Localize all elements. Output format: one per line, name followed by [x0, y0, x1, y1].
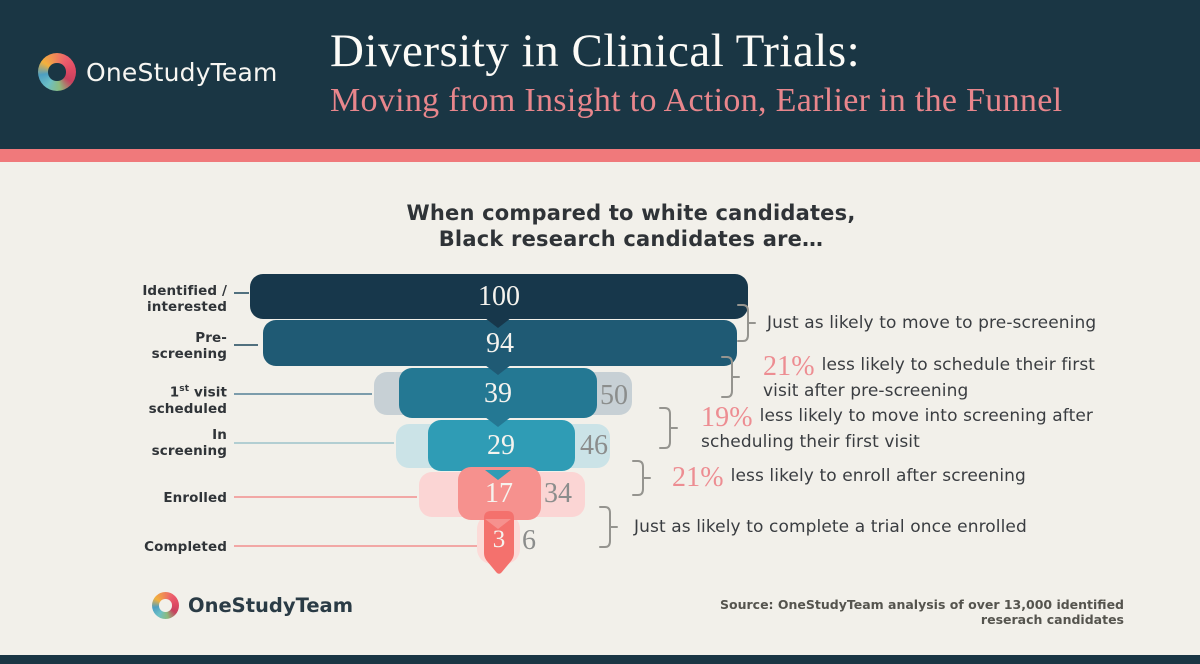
- brace-icon: [599, 506, 618, 548]
- stage-label-identified: Identified / interested: [142, 283, 227, 315]
- value-enrolled-black: 17: [485, 478, 513, 509]
- down-arrow-icon: [485, 470, 511, 480]
- value-first-visit-white: 50: [600, 380, 628, 411]
- page-title: Diversity in Clinical Trials:: [330, 25, 861, 77]
- accent-divider: [0, 149, 1200, 162]
- bottom-divider: [0, 655, 1200, 664]
- brace-icon: [737, 304, 756, 342]
- stage-label-completed: Completed: [144, 539, 227, 555]
- stage-label-first-visit: 1st visit scheduled: [148, 384, 227, 417]
- black-bar-in-screening: [428, 420, 575, 471]
- annotation-enrolled: 21% less likely to enroll after screening: [632, 459, 1026, 497]
- brace-icon: [659, 407, 678, 449]
- stage-label-in-screening: In screening: [151, 427, 227, 459]
- footer-brand: OneStudyTeam: [152, 592, 353, 619]
- page-subtitle: Moving from Insight to Action, Earlier i…: [330, 82, 1063, 119]
- value-completed-white: 6: [522, 525, 536, 556]
- brace-icon: [632, 460, 651, 496]
- down-arrow-icon: [485, 318, 511, 328]
- leader-line-first-visit: [234, 393, 372, 395]
- leader-line-identified: [234, 292, 249, 294]
- header-brand: OneStudyTeam: [38, 53, 278, 91]
- annotation-text: Just as likely to move to pre-screening: [767, 312, 1097, 333]
- value-in-screening-black: 29: [487, 430, 515, 461]
- value-identified-black: 100: [478, 281, 520, 312]
- leader-line-enrolled: [234, 496, 417, 498]
- value-in-screening-white: 46: [580, 430, 608, 461]
- value-enrolled-white: 34: [544, 478, 572, 509]
- down-arrow-icon: [485, 365, 511, 375]
- annotation-text: Just as likely to complete a trial once …: [634, 516, 1027, 537]
- percent-value: 21%: [672, 462, 724, 493]
- down-arrow-icon: [485, 519, 511, 529]
- value-first-visit-black: 39: [484, 378, 512, 409]
- black-bar-identified: [250, 274, 748, 319]
- leader-line-in-screening: [234, 442, 394, 444]
- chart-title: When compared to white candidates, Black…: [0, 200, 1200, 252]
- percent-value: 19%: [701, 401, 753, 433]
- down-arrow-icon: [485, 417, 511, 427]
- brace-icon: [721, 356, 740, 398]
- percent-value: 21%: [763, 350, 815, 382]
- source-note: Source: OneStudyTeam analysis of over 13…: [720, 597, 1124, 627]
- annotation-text: 21% less likely to enroll after screening: [672, 462, 1026, 493]
- annotation-text: 21% less likely to schedule their first v…: [763, 350, 1096, 401]
- header-brand-name: OneStudyTeam: [86, 57, 278, 87]
- leader-line-completed: [234, 545, 478, 547]
- annotation-in-screening: 19% less likely to move into screening af…: [659, 401, 1093, 452]
- value-completed-black: 3: [492, 526, 506, 553]
- header: OneStudyTeam Diversity in Clinical Trial…: [0, 0, 1200, 149]
- stage-label-enrolled: Enrolled: [163, 490, 227, 506]
- annotation-completed: Just as likely to complete a trial once …: [599, 505, 1027, 549]
- leader-line-prescreening: [234, 344, 258, 346]
- annotation-text: 19% less likely to move into screening af…: [701, 401, 1093, 452]
- annotation-prescreening: Just as likely to move to pre-screening: [737, 303, 1096, 343]
- stage-label-prescreening: Pre- screening: [151, 330, 227, 362]
- annotation-first-visit: 21% less likely to schedule their first v…: [721, 350, 1096, 401]
- value-prescreening-black: 94: [486, 328, 514, 359]
- black-bar-first-visit: [399, 368, 597, 418]
- onestudyteam-logo-icon: [38, 53, 76, 91]
- onestudyteam-logo-icon: [152, 592, 179, 619]
- footer-brand-name: OneStudyTeam: [188, 594, 354, 617]
- chart-title-line1: When compared to white candidates,: [406, 201, 856, 225]
- chart-title-line2: Black research candidates are…: [438, 227, 824, 251]
